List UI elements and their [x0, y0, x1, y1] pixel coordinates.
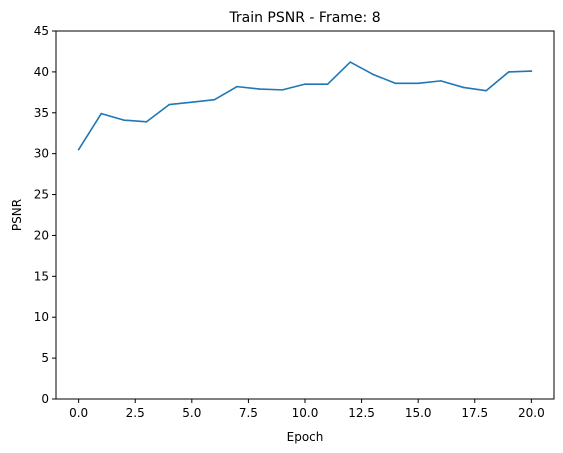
- data-point: [236, 85, 238, 88]
- data-point: [213, 98, 216, 101]
- data-point: [168, 103, 170, 106]
- data-point: [191, 101, 193, 103]
- data-point: [462, 86, 465, 89]
- data-point: [258, 88, 261, 90]
- x-tick-label: 17.5: [461, 406, 488, 420]
- data-point: [304, 83, 306, 85]
- y-tick-label: 35: [34, 106, 49, 120]
- y-tick-label: 30: [34, 147, 49, 161]
- x-tick-label: 12.5: [348, 406, 375, 420]
- x-tick-label: 7.5: [239, 406, 258, 420]
- data-point: [530, 70, 533, 72]
- series-line: [77, 61, 533, 151]
- x-tick-label: 10.0: [292, 406, 319, 420]
- data-point: [77, 148, 80, 151]
- data-point: [440, 80, 442, 82]
- data-point: [372, 73, 374, 76]
- data-point: [417, 82, 419, 85]
- x-axis-label: Epoch: [287, 430, 324, 444]
- y-tick-label: 5: [41, 351, 49, 365]
- y-tick-label: 15: [34, 269, 49, 283]
- x-tick-label: 0.0: [69, 406, 88, 420]
- series-layer: [77, 61, 533, 151]
- y-tick-label: 10: [34, 310, 49, 324]
- x-tick-label: 20.0: [518, 406, 545, 420]
- y-tick-label: 40: [34, 65, 49, 79]
- data-point: [326, 83, 329, 85]
- chart-title: Train PSNR - Frame: 8: [228, 10, 380, 26]
- data-point: [394, 82, 397, 85]
- data-point: [349, 61, 352, 63]
- data-point: [507, 71, 510, 73]
- y-tick-label: 25: [34, 188, 49, 202]
- data-point: [123, 119, 125, 121]
- data-point: [485, 89, 487, 92]
- y-tick-label: 0: [41, 392, 49, 406]
- y-axis-label: PSNR: [10, 199, 24, 231]
- data-point: [281, 89, 284, 91]
- x-tick-label: 2.5: [126, 406, 145, 420]
- y-tick-label: 45: [34, 24, 49, 38]
- y-tick-label: 20: [34, 228, 49, 242]
- data-point: [100, 112, 103, 115]
- data-point: [145, 120, 148, 123]
- plot-frame: [55, 30, 555, 400]
- axis-ticks: 0.0 2.5 5.0 7.5 10.0 12.5 15.0 17.5 20.0 0 5 10 15 20…: [34, 24, 545, 420]
- x-tick-label: 15.0: [405, 406, 432, 420]
- x-tick-label: 5.0: [182, 406, 201, 420]
